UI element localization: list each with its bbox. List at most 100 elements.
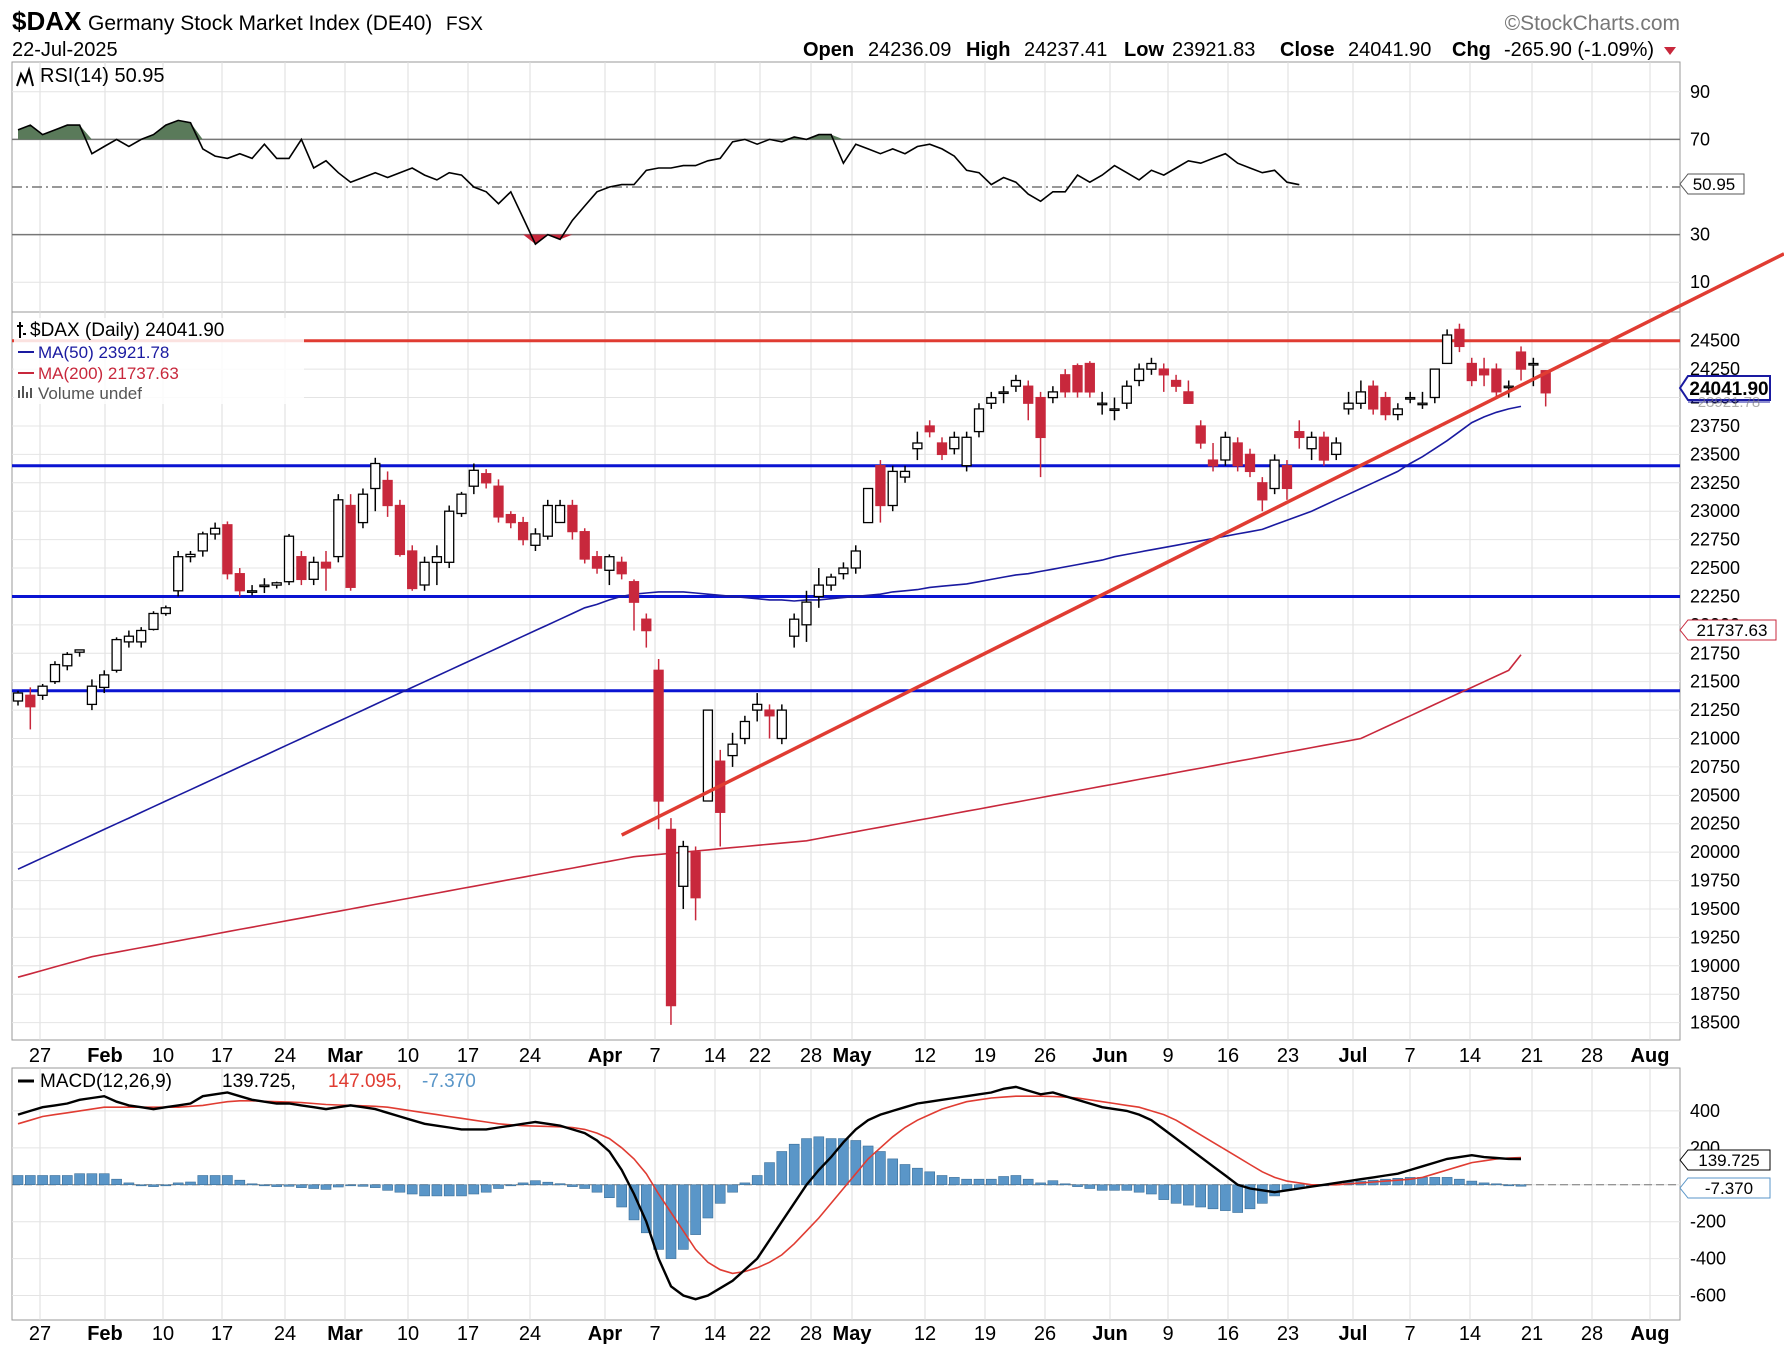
macd-histogram-bar	[554, 1183, 566, 1186]
macd-histogram-bar	[899, 1164, 911, 1186]
trend-line	[620, 252, 1784, 837]
macd-histogram-bar	[998, 1176, 1009, 1186]
close-label: Close	[1280, 39, 1334, 61]
macd-y-tick-label: 400	[1690, 1101, 1720, 1121]
svg-text:23921.78: 23921.78	[1698, 394, 1761, 411]
price-x-tick-label: 14	[704, 1045, 726, 1067]
macd-histogram-bar	[197, 1175, 209, 1185]
axis-layer: 27 27 Feb Feb 10 10 17 17 24 24 Mar Mar 10 10 17 17 24 24…	[29, 82, 1740, 1345]
price-y-tick-label: 21250	[1690, 700, 1740, 720]
price-x-tick-label: Mar	[327, 1045, 363, 1067]
price-y-tick-label: 19750	[1690, 871, 1740, 891]
macd-histogram-bar	[1232, 1184, 1243, 1213]
candle-down	[1060, 374, 1071, 393]
candle-up	[825, 576, 837, 586]
price-x-tick-label: 21	[1521, 1045, 1543, 1067]
candle-down	[1368, 385, 1379, 410]
macd-x-tick-label: 12	[914, 1323, 936, 1345]
macd-histogram-bar	[862, 1145, 874, 1186]
candle-up	[986, 396, 997, 404]
macd-histogram-bar	[1503, 1184, 1514, 1187]
candle-up	[1503, 385, 1514, 389]
macd-histogram-bar	[579, 1184, 591, 1189]
candle-down	[690, 851, 701, 899]
candle-down	[875, 465, 886, 507]
macd-histogram-bar	[345, 1184, 356, 1187]
macd-histogram-bar	[160, 1184, 172, 1187]
down-arrow-icon	[1664, 47, 1676, 55]
candle-down	[407, 550, 418, 590]
macd-histogram-bar	[61, 1175, 73, 1185]
price-y-tick-label: 23000	[1690, 501, 1740, 521]
candle-down	[1281, 465, 1293, 490]
candle-down	[1207, 459, 1219, 467]
candle-down	[1072, 365, 1083, 393]
macd-histogram-bar	[1158, 1184, 1170, 1200]
macd-histogram-bar	[961, 1178, 972, 1185]
price-x-tick-label: 7	[1404, 1045, 1415, 1067]
price-x-tick-label: 24	[274, 1045, 296, 1067]
candle-up	[1528, 362, 1539, 366]
candle-up	[185, 553, 196, 558]
rsi-y-tick-label: 30	[1690, 225, 1710, 245]
candle-up	[49, 663, 61, 683]
macd-x-tick-label: 14	[1459, 1323, 1481, 1345]
candle-up	[357, 493, 369, 524]
macd-histogram-bar	[259, 1184, 270, 1187]
macd-histogram-bar	[1121, 1184, 1133, 1191]
macd-histogram-bar	[382, 1184, 393, 1191]
macd-histogram-bar	[801, 1138, 812, 1186]
price-y-tick-label: 21500	[1690, 672, 1740, 692]
candle-up	[702, 709, 714, 802]
macd-histogram-bar	[1072, 1184, 1083, 1187]
candle-down	[924, 425, 935, 433]
rsi-y-tick-label: 90	[1690, 82, 1710, 102]
rsi-overbought-fill	[18, 120, 1300, 140]
macd-histogram-bar	[604, 1184, 615, 1199]
brand-watermark: ©StockCharts.com	[1505, 12, 1680, 35]
macd-line	[17, 1085, 1522, 1301]
macd-histogram-bar	[394, 1184, 406, 1193]
macd-histogram-bar	[505, 1184, 517, 1187]
candle-down	[591, 556, 603, 569]
price-y-tick-label: 19250	[1690, 927, 1740, 947]
rsi-layer	[12, 119, 1680, 246]
macd-histogram-bar	[1515, 1184, 1527, 1187]
price-y-tick-label: 18500	[1690, 1013, 1740, 1033]
price-x-tick-label: 9	[1162, 1045, 1173, 1067]
candle-up	[111, 638, 122, 671]
price-y-tick-label: 20500	[1690, 785, 1740, 805]
price-layer	[12, 252, 1784, 1025]
signal-legend-value: 147.095,	[328, 1071, 402, 1092]
macd-histogram-bar	[1244, 1184, 1256, 1210]
candle-up	[887, 470, 898, 507]
candle-down	[320, 561, 332, 569]
price-x-tick-label: May	[833, 1045, 873, 1067]
macd-histogram-bar	[24, 1175, 36, 1185]
macd-histogram-bar	[1133, 1184, 1145, 1193]
candle-down	[1023, 385, 1034, 404]
candle-up	[271, 582, 282, 586]
macd-histogram-bar	[1022, 1178, 1034, 1185]
price-y-tick-label: 21750	[1690, 643, 1740, 663]
macd-histogram-bar	[1195, 1184, 1206, 1208]
macd-histogram-bar	[271, 1184, 283, 1187]
price-x-tick-label: 12	[914, 1045, 936, 1067]
candle-legend-icon	[17, 322, 26, 338]
macd-histogram-bar	[1059, 1183, 1071, 1186]
macd-x-tick-label: 17	[211, 1323, 233, 1345]
macd-x-tick-label: 26	[1034, 1323, 1056, 1345]
candle-down	[1466, 362, 1477, 382]
macd-histogram-bar	[985, 1178, 997, 1185]
ma200-line	[17, 654, 1522, 978]
price-y-tick-label: 22750	[1690, 530, 1740, 550]
macd-histogram-bar	[850, 1140, 862, 1186]
macd-histogram-bar	[185, 1181, 196, 1186]
chg-label: Chg	[1452, 39, 1491, 61]
candle-up	[246, 590, 258, 593]
macd-histogram-bar	[468, 1184, 480, 1195]
macd-x-tick-label: Aug	[1631, 1323, 1670, 1345]
macd-histogram-bar	[677, 1184, 689, 1250]
price-y-tick-label: 22250	[1690, 586, 1740, 606]
candle-down	[394, 504, 406, 556]
